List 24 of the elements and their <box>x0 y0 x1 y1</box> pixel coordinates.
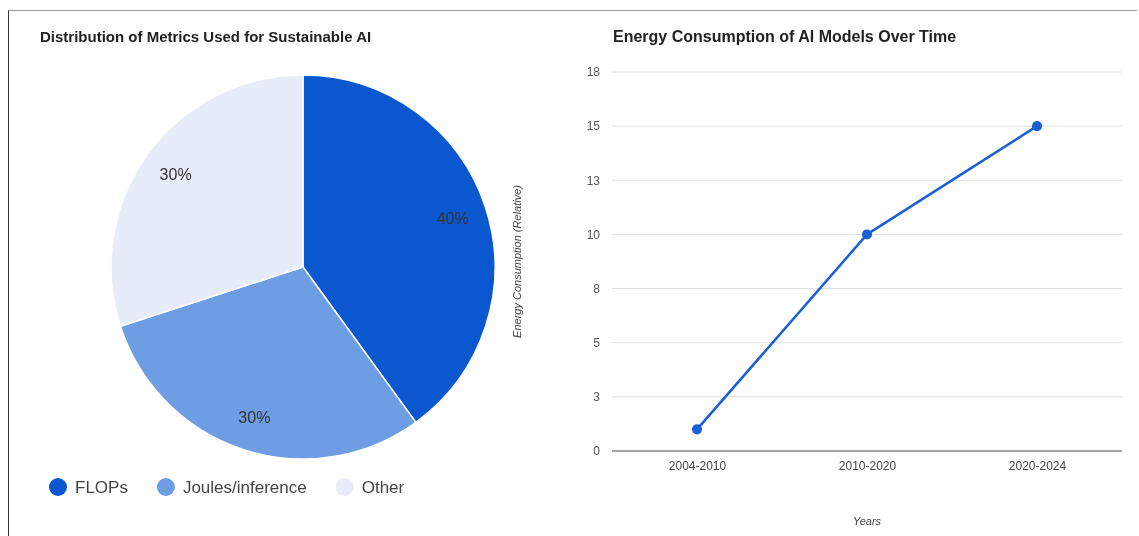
point <box>1031 121 1043 132</box>
y-tick-label: 8 <box>593 281 601 296</box>
y-tick-label: 0 <box>593 444 601 459</box>
legend-label: Joules/inference <box>182 478 307 497</box>
chart-title: Distribution of Metrics Used for Sustainable AI <box>40 28 372 45</box>
x-axis-title: Years <box>852 515 882 527</box>
x-tick-label: 2004-2010 <box>668 458 727 473</box>
point <box>691 424 703 435</box>
y-tick-label: 10 <box>586 227 601 242</box>
data-label: 30% <box>159 166 192 184</box>
legend-label: FLOPs <box>75 478 128 497</box>
legend-label: Other <box>361 478 405 497</box>
data-label: 40% <box>436 210 469 228</box>
x-tick-label: 2020-2024 <box>1008 458 1067 473</box>
y-axis-title: Energy Consumption (Relative) <box>511 184 523 338</box>
y-tick-label: 5 <box>593 336 601 351</box>
point <box>861 229 873 240</box>
chart-title: Energy Consumption of AI Models Over Time <box>613 28 957 45</box>
y-tick-label: 18 <box>586 65 601 80</box>
y-tick-label: 15 <box>586 119 601 134</box>
y-tick-label: 3 <box>593 390 601 405</box>
x-tick-label: 2010-2020 <box>838 458 897 473</box>
data-label: 30% <box>238 408 271 426</box>
y-tick-label: 13 <box>586 173 601 188</box>
